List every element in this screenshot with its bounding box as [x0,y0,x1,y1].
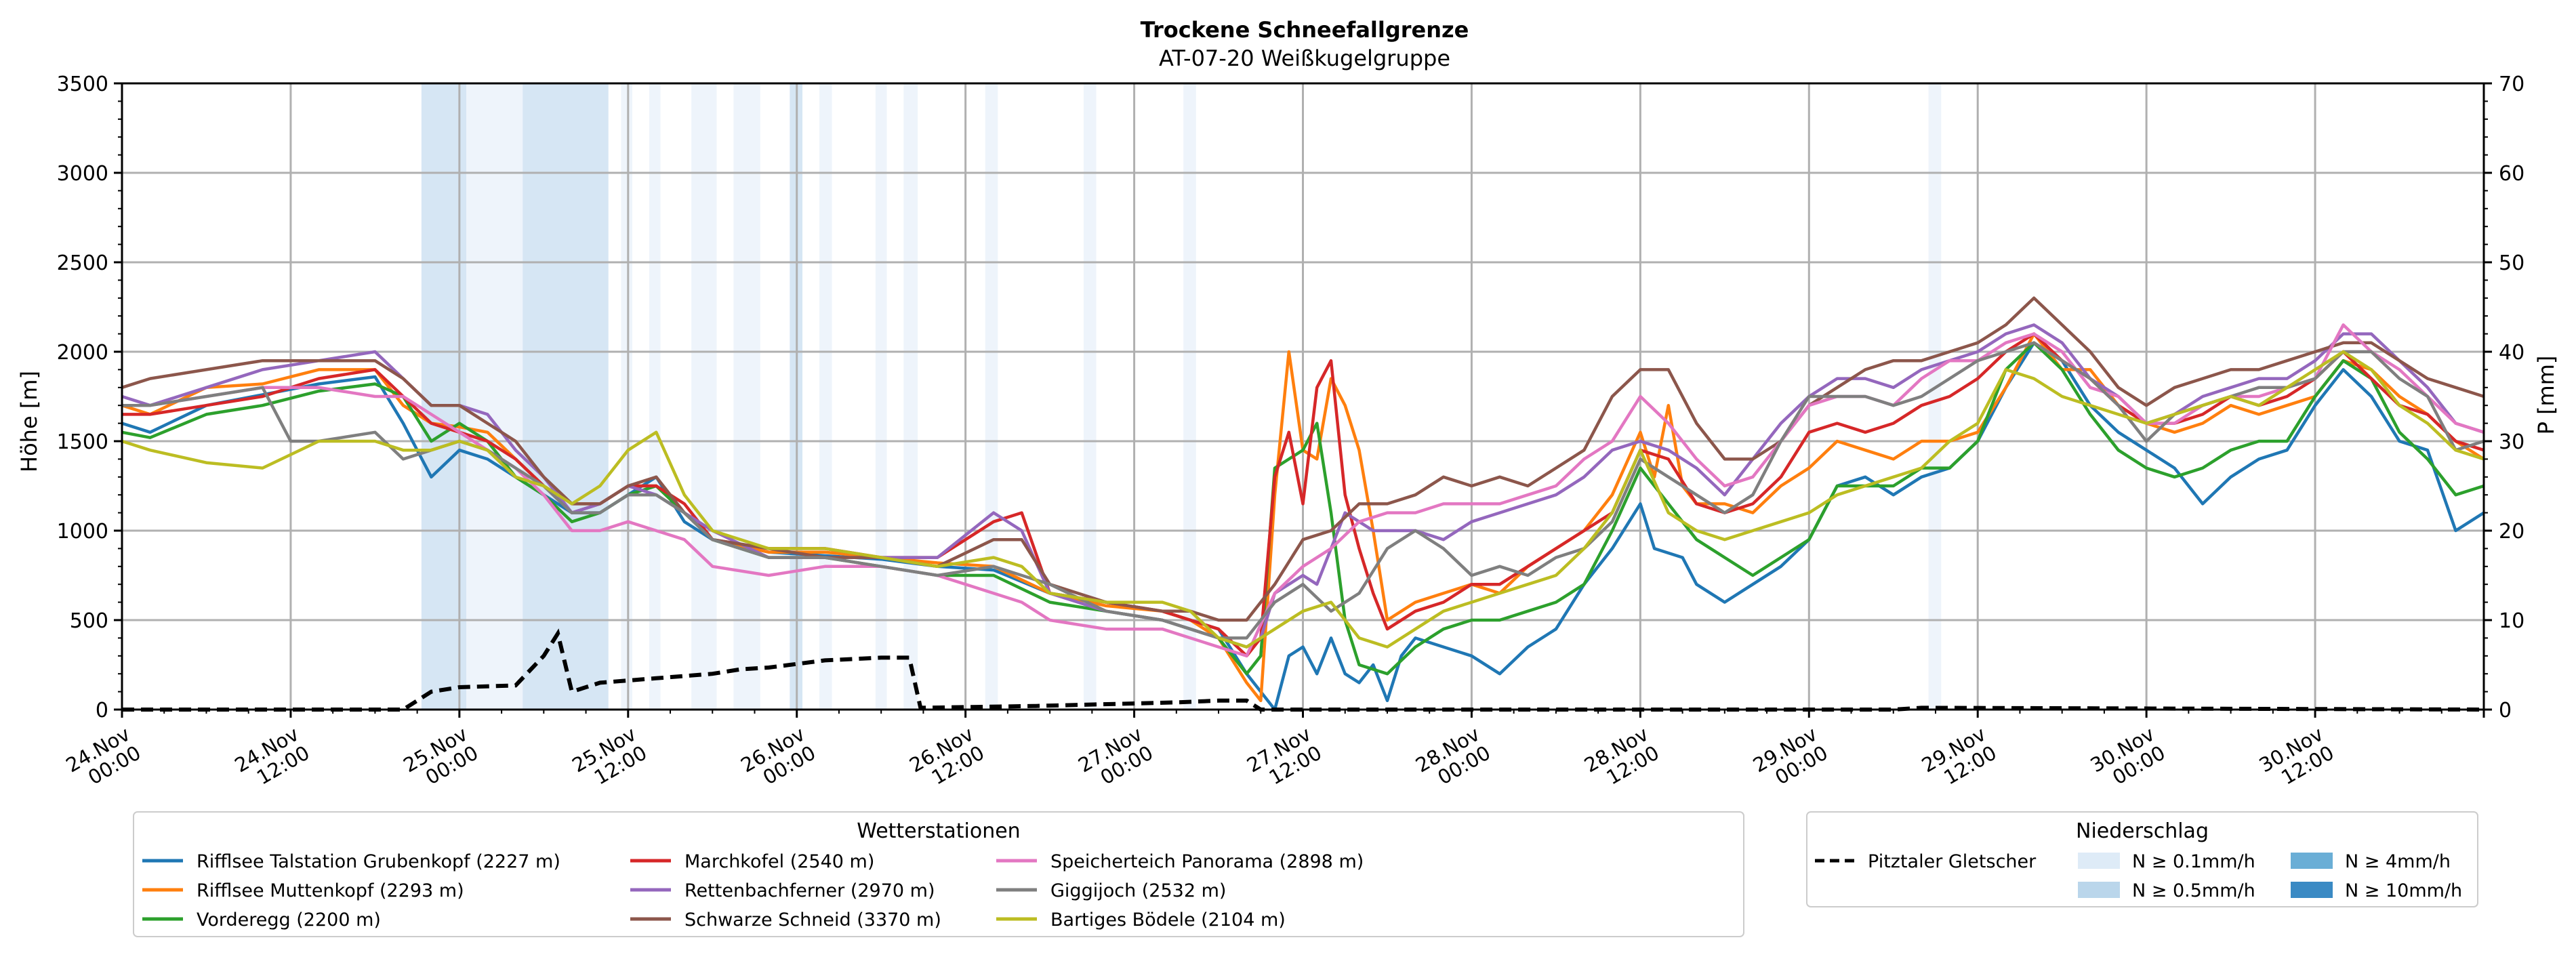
y-tick-label: 2000 [57,341,108,365]
precip-legend-line-label: Pitztaler Gletscher [1868,851,2037,872]
precip-level-label: N ≥ 0.1mm/h [2132,851,2255,872]
precip-band-6 [733,83,760,710]
precip-series-line [122,628,2485,712]
y-tick-label: 500 [70,609,108,633]
precip-legend-title: Niederschlag [2076,819,2209,843]
series-line-3 [121,341,2485,676]
y-right-tick-label: 0 [2499,699,2512,722]
precip-level-swatch [2291,853,2333,869]
y-axis-label: Höhe [m] [16,371,42,472]
legend-item-label: Giggijoch (2532 m) [1050,880,1226,901]
y-right-tick-label: 40 [2499,341,2524,365]
precip-band-8 [819,83,832,710]
series-line-9 [121,350,2485,649]
precip-band-10 [903,83,918,710]
y-tick-label: 1500 [57,430,108,454]
precip-level-label: N ≥ 10mm/h [2345,880,2462,901]
precip-band-12 [1083,83,1097,710]
legend-item-label: Speicherteich Panorama (2898 m) [1050,851,1364,872]
precip-band-5 [691,83,717,710]
legend-item-label: Rettenbachferner (2970 m) [684,880,935,901]
y-right-tick-label: 50 [2499,251,2524,275]
legend-item-label: Bartiges Bödele (2104 m) [1050,909,1286,931]
precip-legend: Niederschlag Pitztaler Gletscher N ≥ 0.1… [1806,811,2478,907]
precip-level-swatch [2078,882,2120,898]
y-tick-label: 3000 [57,162,108,186]
y-tick-label: 2500 [57,251,108,275]
series-line-6 [121,296,2485,622]
precip-band-2 [523,83,609,710]
y-right-tick-label: 70 [2499,73,2524,96]
precip-level-swatch [2078,853,2120,869]
chart-title: Trockene Schneefallgrenze [1141,17,1469,43]
y-right-tick-label: 10 [2499,609,2524,633]
x-tick-label: 27.Nov12:00 [1243,722,1326,796]
y-right-tick-label: 20 [2499,520,2524,544]
precip-band-9 [875,83,887,710]
precip-line [122,628,2485,712]
station-series [121,296,2485,712]
precip-band-11 [985,83,998,710]
precip-band-3 [621,83,633,710]
precip-band-14 [1928,83,1942,710]
precip-band-13 [1183,83,1196,710]
series-line-7 [122,323,2485,658]
precip-level-label: N ≥ 0.5mm/h [2132,880,2255,901]
precip-band-4 [649,83,661,710]
y-right-tick-label: 30 [2499,430,2524,454]
x-tick-label: 25.Nov00:00 [399,722,482,796]
y-axis-label-right: P [mm] [2533,356,2559,435]
station-legend-title: Wetterstationen [857,819,1020,843]
y-tick-label: 3500 [57,73,108,96]
precip-level-label: N ≥ 4mm/h [2345,851,2451,872]
legend-item-label: Rifflsee Muttenkopf (2293 m) [197,880,464,901]
precip-level-swatch [2291,882,2333,898]
legend-item-label: Rifflsee Talstation Grubenkopf (2227 m) [197,851,560,872]
legend-item-label: Schwarze Schneid (3370 m) [684,909,941,931]
series-line-8 [122,341,2485,640]
station-legend: Wetterstationen Rifflsee Talstation Grub… [133,811,1744,937]
y-tick-label: 0 [96,699,108,722]
precip-band-1 [466,83,523,710]
legend-item-label: Vorderegg (2200 m) [197,909,381,931]
y-right-tick-label: 60 [2499,162,2524,186]
y-tick-label: 1000 [57,520,108,544]
chart-subtitle: AT-07-20 Weißkugelgruppe [1159,45,1450,71]
legend-item-label: Marchkofel (2540 m) [684,851,874,872]
